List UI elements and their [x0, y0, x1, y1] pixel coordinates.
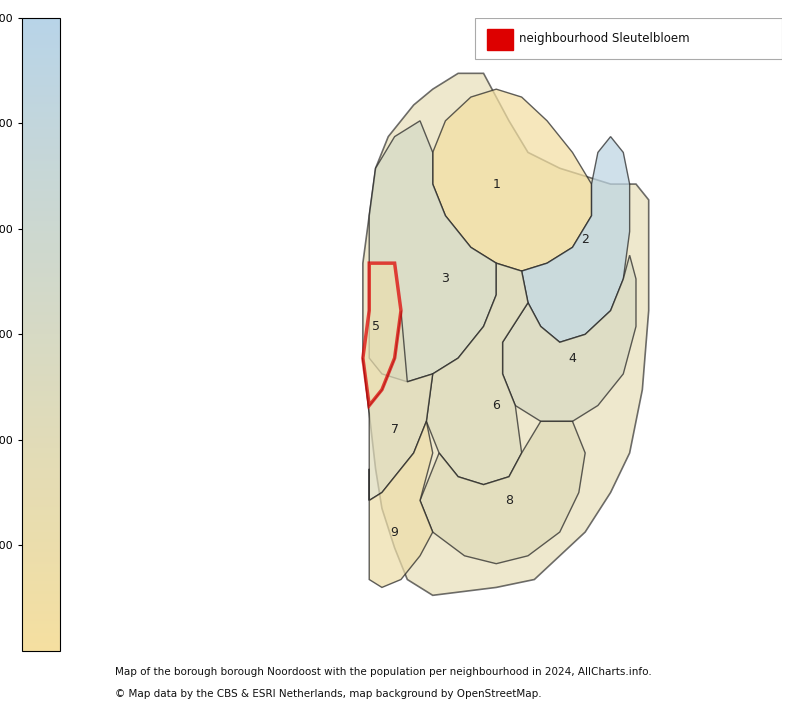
Polygon shape — [522, 137, 630, 342]
Text: Map of the borough borough Noordoost with the population per neighbourhood in 20: Map of the borough borough Noordoost wit… — [115, 667, 652, 677]
Bar — [488, 29, 513, 50]
Polygon shape — [363, 311, 433, 500]
Polygon shape — [363, 263, 401, 406]
Text: neighbourhood Sleutelbloem: neighbourhood Sleutelbloem — [518, 32, 689, 45]
Text: 2: 2 — [581, 233, 589, 246]
Text: 4: 4 — [569, 352, 576, 365]
Text: © Map data by the CBS & ESRI Netherlands, map background by OpenStreetMap.: © Map data by the CBS & ESRI Netherlands… — [115, 689, 542, 699]
Text: 9: 9 — [391, 526, 399, 539]
Polygon shape — [369, 421, 433, 587]
Polygon shape — [426, 263, 528, 485]
FancyBboxPatch shape — [476, 18, 782, 59]
Text: 6: 6 — [492, 399, 500, 412]
Text: 3: 3 — [441, 273, 449, 285]
Polygon shape — [433, 89, 592, 271]
Polygon shape — [503, 255, 636, 421]
Text: 8: 8 — [505, 494, 513, 507]
Polygon shape — [363, 73, 649, 595]
Text: 7: 7 — [391, 423, 399, 436]
Text: 1: 1 — [492, 178, 500, 191]
Polygon shape — [420, 421, 585, 564]
Polygon shape — [369, 121, 496, 382]
Text: 5: 5 — [372, 320, 380, 333]
